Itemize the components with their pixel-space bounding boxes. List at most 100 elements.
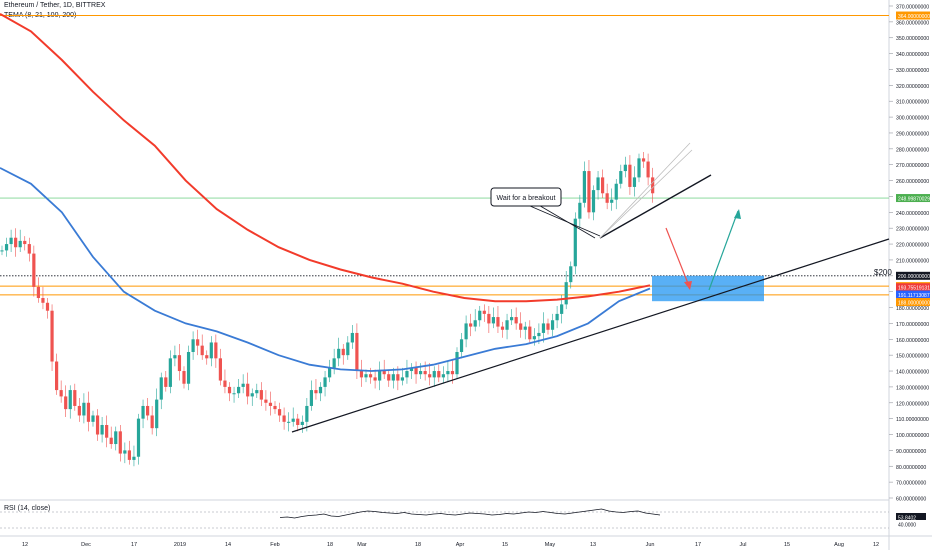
- candle-body: [582, 171, 586, 203]
- candle-body: [209, 342, 213, 359]
- x-tick-label: 12: [22, 542, 28, 548]
- price-tag: [896, 290, 930, 299]
- candle-body: [432, 371, 436, 378]
- wedge-support-line: [599, 174, 712, 239]
- y-tick-label: 230.00000000: [896, 227, 929, 233]
- candle-body: [73, 390, 77, 406]
- y-tick-label: 370.00000000: [896, 5, 929, 11]
- candle-body: [450, 371, 455, 375]
- candle-body: [323, 377, 327, 387]
- candle-body: [464, 323, 468, 340]
- candle-body: [614, 183, 618, 200]
- y-tick-label: 160.00000000: [896, 338, 929, 344]
- price-tag: [896, 271, 930, 280]
- candle-body: [214, 342, 218, 359]
- candle-body: [100, 424, 104, 435]
- red-arrow-shaft: [665, 227, 690, 287]
- y-tick-label: 360.00000000: [896, 20, 929, 26]
- callout-text: Wait for a breakout: [497, 195, 556, 202]
- y-tick-label: 350.00000000: [896, 36, 929, 42]
- candle-body: [519, 323, 523, 330]
- candle-body: [446, 371, 450, 375]
- red-arrow-head: [684, 281, 692, 290]
- candle-body: [641, 158, 646, 162]
- candle-body: [396, 374, 400, 381]
- x-tick-label: 18: [327, 542, 333, 548]
- candle-body: [569, 266, 573, 283]
- rsi-tag-label: 40.0000: [898, 522, 916, 528]
- candle-body: [232, 393, 236, 395]
- candle-body: [223, 380, 227, 387]
- y-tick-label: 290.00000000: [896, 131, 929, 137]
- candle-body: [45, 302, 50, 311]
- candle-body: [109, 437, 113, 445]
- callout: Wait for a breakout: [490, 187, 562, 207]
- candle-body: [610, 199, 614, 203]
- candle-body: [55, 361, 59, 391]
- candle-body: [50, 310, 54, 362]
- rsi-tag: [896, 513, 926, 521]
- candle-body: [623, 164, 627, 172]
- candle-body: [546, 323, 550, 330]
- candle-body: [237, 386, 241, 394]
- candle-body: [596, 177, 600, 191]
- candle-body: [500, 326, 505, 330]
- x-tick-label: Apr: [456, 542, 465, 548]
- candle-body: [282, 415, 286, 422]
- candle-body: [277, 409, 282, 416]
- candle-body: [4, 244, 9, 251]
- x-tick-label: Jun: [646, 542, 655, 548]
- x-tick-label: 15: [502, 542, 508, 548]
- candle-body: [268, 402, 273, 406]
- candle-body: [601, 177, 605, 194]
- candle-body: [382, 371, 386, 375]
- candle-body: [605, 193, 609, 203]
- price-tag-label: 188.00000000: [898, 300, 930, 306]
- candle-body: [459, 339, 464, 352]
- candle-body: [355, 332, 359, 372]
- candle-body: [560, 304, 564, 314]
- candle-body: [314, 390, 318, 394]
- candle-body: [64, 396, 68, 410]
- y-tick-label: 110.00000000: [896, 417, 929, 423]
- candle-body: [95, 415, 100, 435]
- x-tick-label: Jul: [739, 542, 746, 548]
- y-tick-label: 320.00000000: [896, 84, 929, 90]
- candle-body: [346, 342, 350, 356]
- candle-body: [505, 320, 509, 330]
- y-tick-label: 340.00000000: [896, 52, 929, 58]
- candle-body: [196, 339, 200, 346]
- candle-body: [227, 386, 232, 394]
- candle-body: [373, 377, 377, 381]
- candle-body: [619, 171, 623, 184]
- candle-body: [632, 177, 637, 187]
- candle-body: [14, 237, 18, 248]
- candle-body: [455, 351, 459, 375]
- y-tick-label: 220.00000000: [896, 243, 929, 249]
- candle-body: [400, 377, 404, 381]
- x-tick-label: 17: [131, 542, 137, 548]
- candle-body: [77, 405, 81, 416]
- candle-body: [205, 355, 209, 359]
- y-tick-label: 330.00000000: [896, 68, 929, 74]
- candle-body: [41, 298, 45, 303]
- candle-body: [378, 371, 382, 381]
- candle-body: [287, 421, 291, 423]
- candle-body: [250, 393, 254, 397]
- candle-body: [318, 386, 323, 394]
- candle-body: [309, 390, 313, 406]
- candle-body: [364, 374, 368, 378]
- candle-body: [200, 345, 204, 356]
- y-tick-label: 130.00000000: [896, 385, 929, 391]
- candle-body: [469, 323, 473, 327]
- candle-body: [523, 326, 527, 330]
- rsi-label: RSI (14, close): [4, 505, 51, 512]
- moving-averages: [0, 13, 651, 372]
- candle-body: [164, 377, 168, 387]
- price-tag-label: 191.11713087: [898, 293, 930, 299]
- y-tick-label: 280.00000000: [896, 147, 929, 153]
- candle-body: [510, 317, 514, 321]
- candle-body: [191, 339, 195, 352]
